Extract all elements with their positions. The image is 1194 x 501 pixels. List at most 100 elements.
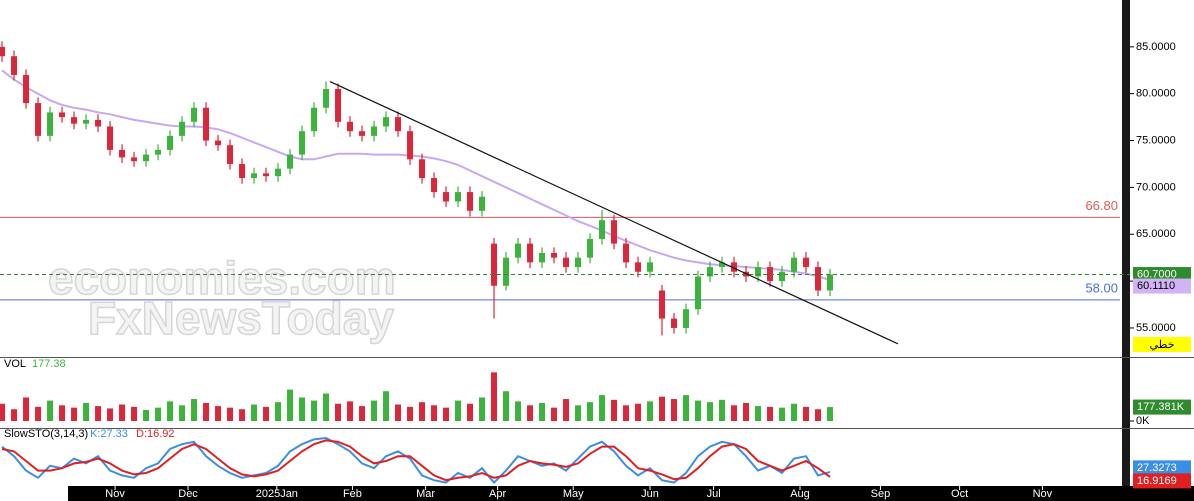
- candle-body: [707, 267, 714, 277]
- volume-bar: [47, 400, 54, 421]
- volume-bar: [215, 406, 222, 421]
- candle-body: [251, 173, 258, 179]
- candle-body: [395, 117, 402, 132]
- x-tick-label: Feb: [343, 488, 362, 500]
- candle-body: [359, 131, 366, 136]
- volume-bar: [359, 406, 366, 421]
- mode-label: خطي: [1150, 339, 1175, 351]
- volume-bar: [731, 405, 738, 421]
- volume-bar: [707, 402, 714, 421]
- candle-body: [527, 243, 534, 263]
- volume-bar: [275, 402, 282, 421]
- volume-bar: [11, 409, 18, 421]
- x-tick-label: Jul: [707, 488, 721, 500]
- candle-body: [575, 257, 582, 268]
- candle-body: [71, 117, 78, 124]
- volume-bar: [659, 396, 666, 421]
- volume-bar: [755, 406, 762, 421]
- volume-bar: [71, 407, 78, 421]
- line: [1, 439, 831, 482]
- volume-bar: [443, 407, 450, 421]
- panel-value: 177.38: [32, 358, 66, 370]
- candle-body: [119, 149, 126, 158]
- candle-body: [563, 257, 570, 268]
- candle-body: [635, 262, 642, 272]
- volume-bar: [815, 409, 822, 421]
- candle-body: [23, 74, 30, 104]
- volume-bar: [311, 400, 318, 421]
- volume-bar: [635, 403, 642, 421]
- candle-body: [719, 262, 726, 268]
- x-tick-label: Oct: [951, 488, 968, 500]
- candle-body: [479, 196, 486, 211]
- volume-bar: [107, 408, 114, 421]
- candle-body: [0, 46, 6, 57]
- volume-bar: [719, 399, 726, 421]
- candle-body: [95, 119, 102, 127]
- volume-bar: [395, 404, 402, 421]
- x-tick-label: May: [563, 488, 584, 500]
- level-label: 58.00: [1085, 280, 1118, 295]
- candle-body: [227, 145, 234, 164]
- y-tick-label: 55.0000: [1136, 322, 1176, 334]
- volume-bar: [575, 405, 582, 421]
- candle-body: [347, 121, 354, 132]
- volume-bar: [779, 407, 786, 421]
- candle-body: [779, 271, 786, 282]
- candle-body: [443, 192, 450, 202]
- candle-body: [215, 140, 222, 146]
- candle-body: [11, 56, 18, 75]
- candle-body: [491, 243, 498, 286]
- candle-body: [611, 220, 618, 244]
- candle-body: [695, 276, 702, 310]
- candle-body: [551, 252, 558, 258]
- candle-body: [599, 220, 606, 239]
- candle-body: [467, 192, 474, 211]
- x-tick-label: Jun: [641, 488, 659, 500]
- candle-body: [311, 107, 318, 132]
- x-tick-label: Nov: [105, 488, 125, 500]
- level-label: 66.80: [1085, 198, 1118, 213]
- volume-bar: [23, 397, 30, 421]
- legend-entry: D:16.92: [136, 428, 175, 440]
- candle-body: [335, 89, 342, 122]
- volume-bar: [623, 405, 630, 421]
- legend-entry: K:27.33: [90, 428, 128, 440]
- candle-body: [179, 121, 186, 136]
- price-box: [1133, 278, 1191, 294]
- volume-bar: [35, 406, 42, 421]
- candle-body: [155, 149, 162, 155]
- volume-bar: [479, 397, 486, 421]
- x-tick-label: Mar: [416, 488, 435, 500]
- candle-body: [191, 107, 198, 122]
- volume-bar: [251, 404, 258, 421]
- volume-bar: [407, 406, 414, 421]
- x-tick-label: Apr: [489, 488, 506, 500]
- volume-bar: [587, 402, 594, 421]
- x-tick-label: Dec: [178, 488, 198, 500]
- candle-body: [419, 159, 426, 179]
- volume-bar: [419, 402, 426, 421]
- volume-bar: [467, 403, 474, 421]
- candle-body: [203, 107, 210, 141]
- volume-bar: [599, 395, 606, 421]
- candle-body: [83, 119, 90, 124]
- volume-bar: [323, 393, 330, 421]
- volume-bar: [743, 402, 750, 421]
- volume-bar: [59, 405, 66, 421]
- candle-body: [287, 154, 294, 169]
- volume-bar: [179, 405, 186, 421]
- volume-bar: [131, 406, 138, 421]
- candle-body: [671, 318, 678, 328]
- x-tick-label: Aug: [790, 488, 810, 500]
- candle-body: [503, 257, 510, 286]
- price-box: [1133, 460, 1191, 476]
- candle-body: [455, 192, 462, 202]
- x-tick-label: Sep: [871, 488, 891, 500]
- x-tick-label: 2025Jan: [256, 488, 298, 500]
- volume-bar: [767, 406, 774, 421]
- candle-body: [803, 257, 810, 268]
- candle-body: [143, 154, 150, 162]
- volume-bar: [203, 402, 210, 421]
- volume-bar: [671, 399, 678, 421]
